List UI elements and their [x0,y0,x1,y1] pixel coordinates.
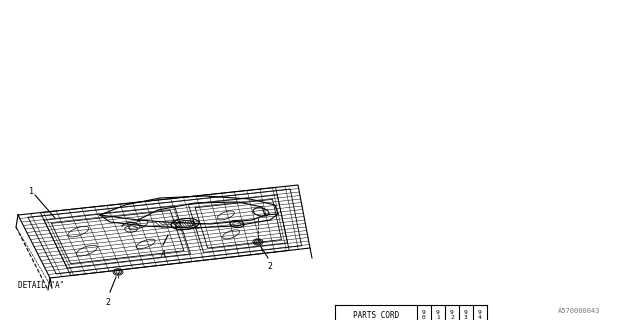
Text: 2: 2 [106,298,111,307]
Text: 9
0: 9 0 [422,310,426,320]
Text: 1: 1 [29,188,35,196]
Text: A570000043: A570000043 [557,308,600,314]
Text: DETAIL "A": DETAIL "A" [18,282,64,291]
Text: 9
4: 9 4 [478,310,482,320]
Text: 9
3: 9 3 [464,310,468,320]
Text: A: A [161,250,166,259]
Text: 2: 2 [268,262,273,271]
Text: PARTS CORD: PARTS CORD [353,310,399,319]
Text: 9
1: 9 1 [436,310,440,320]
Text: 9
2: 9 2 [450,310,454,320]
